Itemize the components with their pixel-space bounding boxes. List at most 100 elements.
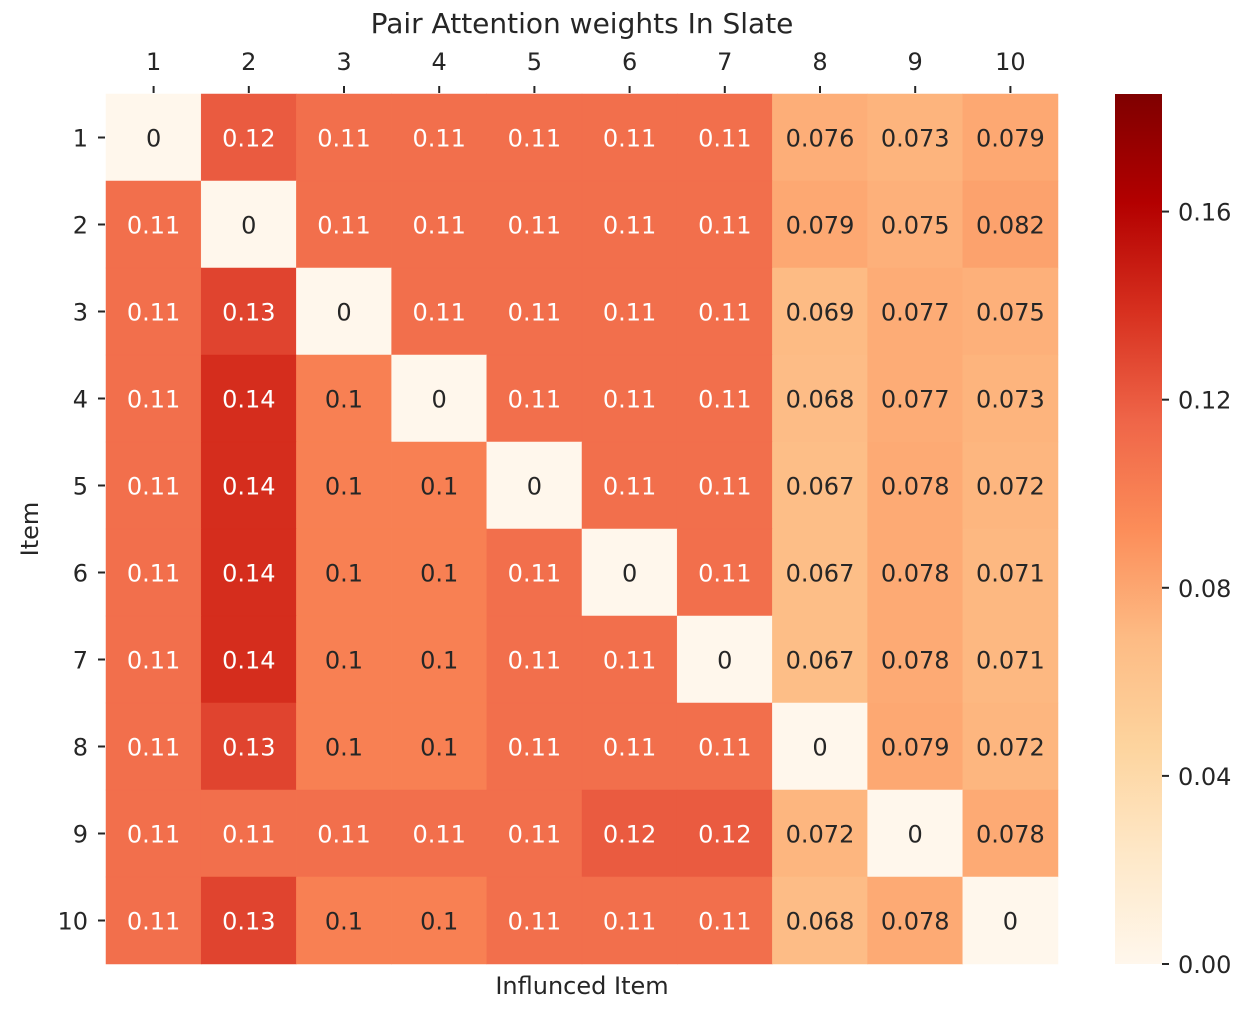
heatmap-cell <box>676 180 773 269</box>
cell-value-label: 0.11 <box>412 299 465 327</box>
heatmap-cell <box>772 876 868 965</box>
x-tick-label: 5 <box>527 48 542 76</box>
heatmap-cell <box>391 528 488 617</box>
colorbar-tick-label: 0.16 <box>1178 199 1231 227</box>
y-tick-label: 6 <box>73 560 88 588</box>
heatmap-cell <box>772 267 868 356</box>
cell-value-label: 0.11 <box>698 560 751 588</box>
cell-value-label: 0.11 <box>698 386 751 414</box>
heatmap-cell <box>581 93 678 182</box>
heatmap-cell <box>391 180 488 269</box>
heatmap-cell <box>581 702 678 791</box>
y-tick-label: 1 <box>73 125 88 153</box>
heatmap-cell <box>867 180 964 269</box>
heatmap-cell <box>105 789 202 878</box>
heatmap-cell <box>391 876 488 965</box>
cell-value-label: 0 <box>1003 908 1018 936</box>
colorbar-tick-label: 0.00 <box>1178 951 1231 979</box>
cell-value-label: 0.077 <box>881 386 950 414</box>
colorbar <box>1115 94 1162 964</box>
cell-value-label: 0.11 <box>508 560 561 588</box>
heatmap-cell <box>486 354 583 443</box>
y-tick-label: 8 <box>73 734 88 762</box>
cell-value-label: 0.078 <box>881 473 950 501</box>
cell-value-label: 0.11 <box>603 212 656 240</box>
cell-value-label: 0.078 <box>881 647 950 675</box>
cell-value-label: 0.067 <box>786 647 855 675</box>
cell-value-label: 0.1 <box>325 647 363 675</box>
y-tick-label: 3 <box>73 299 88 327</box>
cell-value-label: 0.11 <box>698 212 751 240</box>
cell-value-label: 0.11 <box>127 560 180 588</box>
cell-value-label: 0 <box>812 734 827 762</box>
heatmap-cell <box>391 615 488 704</box>
cell-value-label: 0.11 <box>127 473 180 501</box>
heatmap-cell <box>962 93 1059 182</box>
cell-value-label: 0.076 <box>786 125 855 153</box>
heatmap-cell <box>391 702 488 791</box>
heatmap-cell <box>296 702 392 791</box>
heatmap-cells <box>105 93 1059 965</box>
heatmap-cell <box>105 528 202 617</box>
x-tick-label: 2 <box>241 48 256 76</box>
cell-value-label: 0.077 <box>881 299 950 327</box>
x-tick-label: 10 <box>995 48 1026 76</box>
x-tick-label: 7 <box>717 48 732 76</box>
heatmap-cell <box>867 615 964 704</box>
cell-value-label: 0.068 <box>786 908 855 936</box>
cell-value-label: 0.11 <box>698 908 751 936</box>
cell-value-label: 0.073 <box>881 125 950 153</box>
y-tick-label: 10 <box>57 908 88 936</box>
cell-value-label: 0.11 <box>127 821 180 849</box>
cell-value-label: 0.1 <box>325 908 363 936</box>
heatmap-cell <box>867 789 964 878</box>
cell-value-label: 0.1 <box>420 647 458 675</box>
heatmap-cell-labels: 0 0.12 0.11 0.11 0.11 0.11 0.11 0.076 0.073 0.079… <box>127 125 1045 936</box>
heatmap-cell <box>676 789 773 878</box>
cell-value-label: 0.11 <box>127 212 180 240</box>
cell-value-label: 0.11 <box>317 821 370 849</box>
cell-value-label: 0.11 <box>508 908 561 936</box>
cell-value-label: 0.078 <box>881 908 950 936</box>
cell-value-label: 0.11 <box>698 299 751 327</box>
cell-value-label: 0.14 <box>222 560 275 588</box>
heatmap-cell <box>296 267 392 356</box>
cell-value-label: 0.11 <box>508 212 561 240</box>
heatmap-cell <box>867 876 964 965</box>
heatmap-cell <box>105 615 202 704</box>
chart-title: Pair Attention weights In Slate <box>371 7 794 40</box>
cell-value-label: 0.11 <box>508 299 561 327</box>
heatmap-cell <box>486 267 583 356</box>
heatmap-cell <box>105 702 202 791</box>
colorbar-tick-label: 0.04 <box>1178 763 1231 791</box>
cell-value-label: 0.13 <box>222 299 275 327</box>
cell-value-label: 0.11 <box>603 734 656 762</box>
cell-value-label: 0.11 <box>317 125 370 153</box>
heatmap-cell <box>296 789 392 878</box>
cell-value-label: 0.11 <box>698 734 751 762</box>
y-tick-label: 5 <box>73 473 88 501</box>
colorbar-tick-label: 0.12 <box>1178 387 1231 415</box>
cell-value-label: 0.11 <box>412 125 465 153</box>
cell-value-label: 0.14 <box>222 647 275 675</box>
heatmap-cell <box>676 876 773 965</box>
heatmap-cell <box>581 615 678 704</box>
heatmap-cell <box>200 441 297 530</box>
cell-value-label: 0.11 <box>222 821 275 849</box>
x-axis-ticks: 1 2 3 4 5 6 7 8 9 10 <box>146 48 1026 93</box>
cell-value-label: 0.12 <box>603 821 656 849</box>
cell-value-label: 0.11 <box>508 386 561 414</box>
heatmap-cell <box>676 702 773 791</box>
heatmap-cell <box>676 354 773 443</box>
cell-value-label: 0.068 <box>786 386 855 414</box>
cell-value-label: 0.1 <box>325 734 363 762</box>
heatmap-cell <box>486 180 583 269</box>
cell-value-label: 0.072 <box>976 734 1045 762</box>
heatmap-cell <box>962 267 1059 356</box>
heatmap-cell <box>581 876 678 965</box>
heatmap-cell <box>391 789 488 878</box>
cell-value-label: 0 <box>146 125 161 153</box>
cell-value-label: 0.082 <box>976 212 1045 240</box>
cell-value-label: 0.067 <box>786 560 855 588</box>
